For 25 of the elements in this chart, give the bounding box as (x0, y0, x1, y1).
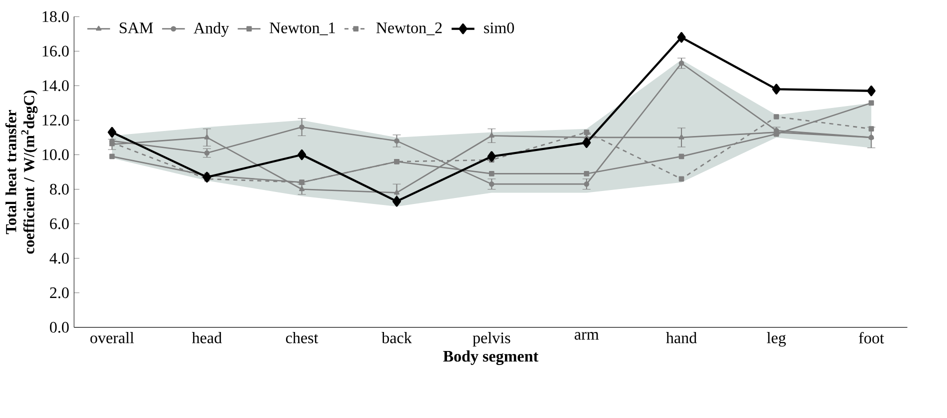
y-tick-label: 10.0 (42, 149, 69, 160)
legend-label: Newton_2 (376, 22, 442, 36)
y-tick-label: 16.0 (42, 46, 69, 57)
x-axis-title: Body segment (443, 350, 538, 366)
y-tick-label: 18.0 (42, 11, 69, 22)
legend-label: SAM (120, 22, 153, 34)
y-tick-label: 14.0 (42, 80, 69, 92)
legend-label: sim0 (484, 22, 514, 34)
x-tick-label: arm (574, 332, 599, 340)
x-tick-label: foot (858, 332, 884, 344)
legend-label: Andy (194, 22, 230, 37)
y-tick-label: 0.0 (50, 322, 69, 333)
x-tick-label: chest (286, 332, 318, 344)
y-tick-label: 4.0 (50, 252, 69, 264)
x-tick-label: pelvis (472, 332, 510, 347)
x-tick-label: overall (90, 332, 134, 344)
x-tick-label: hand (666, 332, 697, 344)
y-tick-label: 12.0 (42, 114, 69, 126)
x-tick-label: leg (766, 332, 786, 347)
legend-label: Newton_1 (270, 22, 335, 36)
x-tick-label: back (382, 332, 412, 344)
y-tick-label: 2.0 (50, 287, 69, 298)
x-tick-label: head (192, 332, 222, 344)
y-tick-label: 6.0 (50, 218, 69, 230)
y-tick-label: 8.0 (50, 184, 69, 195)
